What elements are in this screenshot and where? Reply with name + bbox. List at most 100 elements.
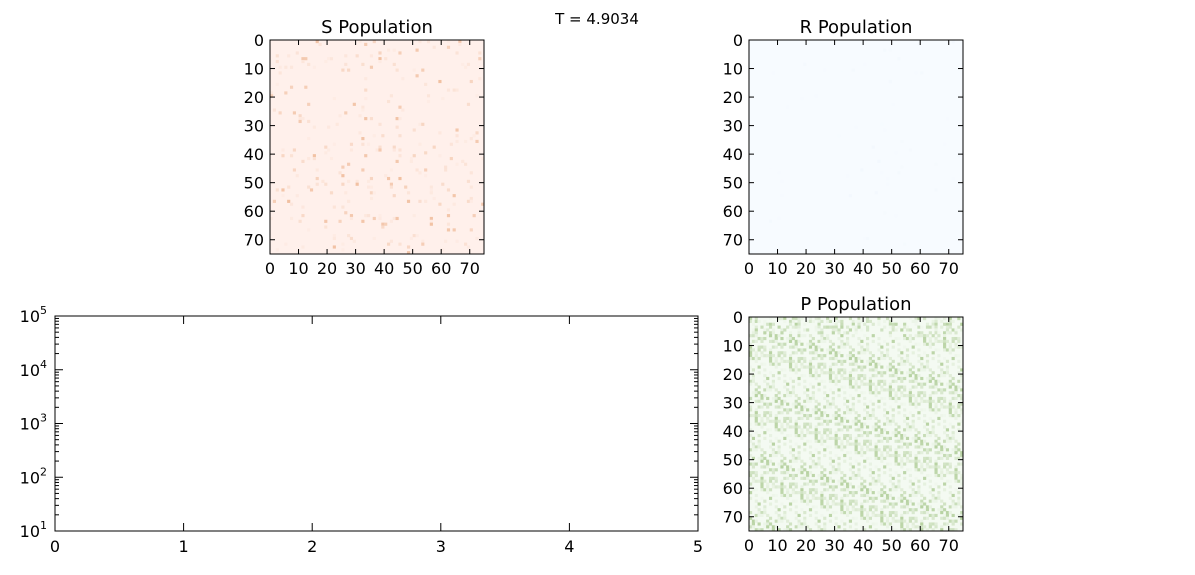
heatmap-cell xyxy=(883,371,887,375)
heatmap-cell xyxy=(903,462,907,466)
heatmap-cell xyxy=(920,365,924,369)
heatmap-cell xyxy=(803,482,807,486)
heatmap-cell xyxy=(763,525,767,529)
heatmap-cell xyxy=(940,499,944,503)
heatmap-cell xyxy=(951,356,955,361)
heatmap-cell xyxy=(757,445,761,449)
heatmap-cell xyxy=(788,465,793,469)
heatmap-cell xyxy=(814,351,818,355)
heatmap-cell xyxy=(766,354,770,358)
heatmap-cell xyxy=(766,405,770,409)
heatmap-cell xyxy=(894,528,898,532)
heatmap-cell xyxy=(880,511,884,515)
heatmap-cell xyxy=(871,513,875,518)
heatmap-cell xyxy=(780,482,784,486)
heatmap-cell xyxy=(934,336,938,341)
heatmap-cell xyxy=(917,374,921,378)
heatmap-cell xyxy=(846,513,850,518)
heatmap-cell xyxy=(826,428,830,432)
heatmap-cell xyxy=(911,502,915,506)
heatmap-cell xyxy=(888,374,892,378)
heatmap-cell xyxy=(361,108,365,112)
heatmap-cell xyxy=(863,382,867,386)
heatmap-r-title: R Population xyxy=(800,17,913,38)
heatmap-cell xyxy=(791,499,795,503)
heatmap-cell xyxy=(854,125,858,129)
heatmap-cell xyxy=(837,468,841,472)
heatmap-cell xyxy=(874,428,878,432)
heatmap-cell xyxy=(794,491,798,495)
heatmap-cell xyxy=(931,391,935,395)
heatmap-cell xyxy=(863,479,867,483)
heatmap-cell xyxy=(811,462,815,466)
heatmap-cell xyxy=(860,317,864,321)
heatmap-cell xyxy=(920,408,924,412)
heatmap-cell xyxy=(920,505,924,509)
heatmap-cell xyxy=(908,371,912,375)
heatmap-cell xyxy=(877,159,881,163)
heatmap-cell xyxy=(389,94,393,98)
heatmap-cell xyxy=(794,422,798,426)
heatmap-cell xyxy=(771,328,775,332)
heatmap-cell xyxy=(751,391,755,395)
heatmap-cell xyxy=(951,528,955,532)
heatmap-cell xyxy=(917,436,921,440)
heatmap-cell xyxy=(888,445,892,449)
heatmap-cell xyxy=(826,371,830,375)
heatmap-cell xyxy=(344,111,348,115)
heatmap-cell xyxy=(871,391,875,395)
heatmap-cell xyxy=(874,388,878,392)
heatmap-cell xyxy=(891,496,895,500)
heatmap-cell xyxy=(894,462,898,466)
heatmap-cell xyxy=(894,448,898,452)
heatmap-cell xyxy=(894,519,898,523)
heatmap-cell xyxy=(771,322,775,326)
heatmap-cell xyxy=(928,339,932,343)
heatmap-cell xyxy=(472,134,476,138)
heatmap-cell xyxy=(923,342,927,346)
heatmap-cell xyxy=(957,154,961,158)
heatmap-cell xyxy=(760,354,764,358)
heatmap-cell xyxy=(831,436,835,440)
heatmap-cell xyxy=(877,468,881,472)
heatmap-cell xyxy=(865,488,870,492)
heatmap-cell xyxy=(749,365,753,369)
heatmap-cell xyxy=(851,408,855,412)
heatmap-cell xyxy=(372,134,376,138)
heatmap-cell xyxy=(843,445,847,449)
heatmap-cell xyxy=(857,365,861,369)
heatmap-cell xyxy=(914,476,918,480)
heatmap-cell xyxy=(820,371,824,375)
heatmap-cell xyxy=(863,516,867,520)
heatmap-cell xyxy=(928,433,932,438)
heatmap-cell xyxy=(307,156,311,161)
heatmap-cell xyxy=(774,414,778,418)
heatmap-cell xyxy=(928,473,932,478)
heatmap-cell xyxy=(877,382,881,386)
heatmap-cell xyxy=(811,408,815,412)
heatmap-cell xyxy=(828,431,833,435)
heatmap-cell xyxy=(863,236,867,241)
heatmap-cell xyxy=(885,411,890,415)
heatmap-cell xyxy=(860,391,864,395)
heatmap-cell xyxy=(794,402,798,406)
heatmap-cell xyxy=(920,511,924,515)
heatmap-cell xyxy=(395,125,399,129)
heatmap-cell xyxy=(877,336,881,341)
heatmap-cell xyxy=(846,488,850,492)
heatmap-cell xyxy=(341,242,345,246)
heatmap-cell xyxy=(903,388,907,392)
heatmap-cell xyxy=(883,211,887,215)
heatmap-cell xyxy=(278,111,282,115)
heatmap-cell xyxy=(771,453,775,458)
heatmap-cell xyxy=(891,371,895,375)
heatmap-cell xyxy=(820,354,824,358)
heatmap-cell xyxy=(885,436,890,440)
heatmap-cell xyxy=(948,382,952,386)
heatmap-cell xyxy=(957,394,961,398)
heatmap-cell xyxy=(911,414,915,418)
heatmap-cell xyxy=(803,499,807,503)
heatmap-cell xyxy=(777,354,781,358)
heatmap-cell xyxy=(883,428,887,432)
heatmap-cell xyxy=(883,379,887,383)
